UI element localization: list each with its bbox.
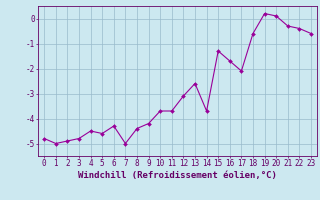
X-axis label: Windchill (Refroidissement éolien,°C): Windchill (Refroidissement éolien,°C) (78, 171, 277, 180)
